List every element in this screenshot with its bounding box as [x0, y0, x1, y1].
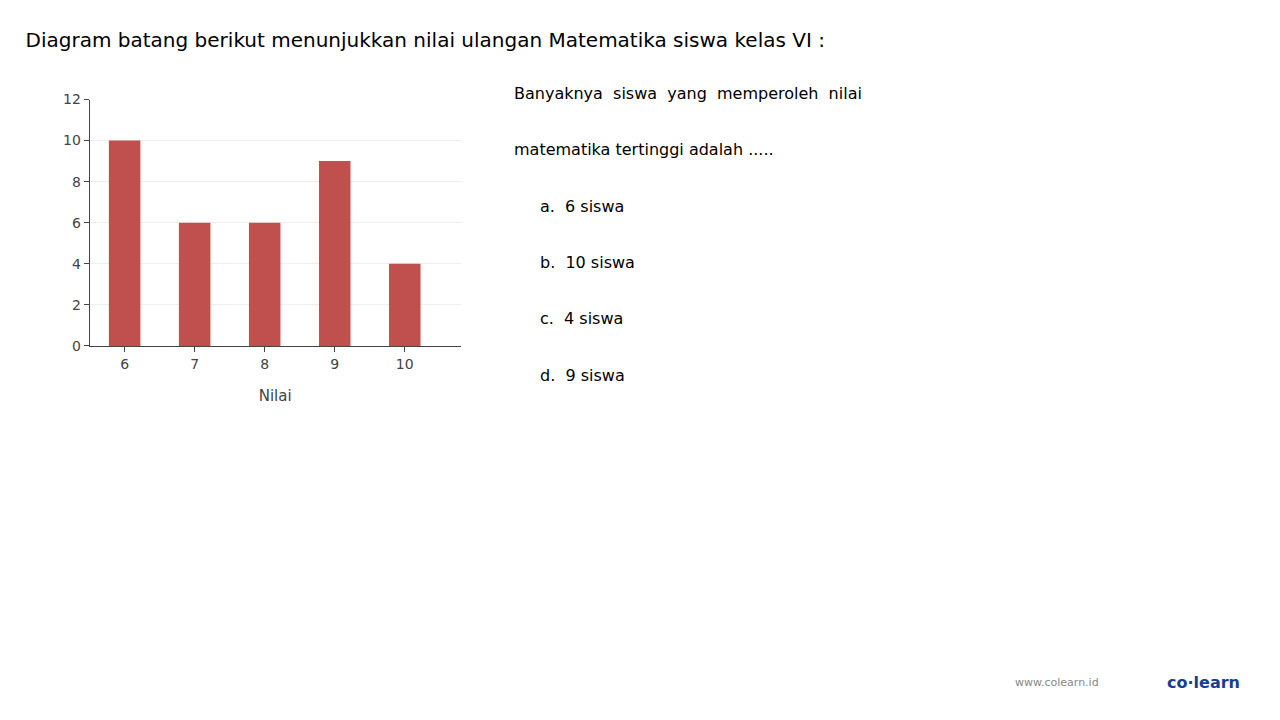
svg-text:6: 6 — [72, 215, 81, 231]
svg-text:co·learn: co·learn — [1167, 673, 1240, 692]
svg-text:Diagram batang berikut menunju: Diagram batang berikut menunjukkan nilai… — [26, 28, 825, 52]
svg-text:Banyaknya siswa yang memper: Banyaknya siswa yang memperoleh nilai — [514, 84, 862, 103]
svg-text:2: 2 — [72, 297, 81, 313]
svg-text:b. 10 siswa: b. 10 siswa — [540, 253, 635, 272]
svg-text:4: 4 — [72, 256, 81, 272]
svg-text:10: 10 — [63, 132, 81, 148]
svg-text:c. 4 siswa: c. 4 siswa — [540, 309, 623, 328]
svg-text:9: 9 — [330, 356, 339, 372]
svg-text:a. 6 siswa: a. 6 siswa — [540, 197, 624, 216]
svg-text:6: 6 — [120, 356, 129, 372]
svg-text:www.colearn.id: www.colearn.id — [1015, 676, 1099, 689]
svg-text:7: 7 — [190, 356, 199, 372]
svg-text:10: 10 — [396, 356, 414, 372]
svg-text:8: 8 — [72, 174, 81, 190]
svg-text:0: 0 — [72, 338, 81, 354]
svg-text:Nilai: Nilai — [259, 387, 292, 405]
svg-text:matematika tertinggi adalah ..: matematika tertinggi adalah ..... — [514, 140, 774, 159]
svg-text:d. 9 siswa: d. 9 siswa — [540, 366, 625, 385]
svg-text:8: 8 — [260, 356, 269, 372]
svg-text:12: 12 — [63, 91, 81, 107]
